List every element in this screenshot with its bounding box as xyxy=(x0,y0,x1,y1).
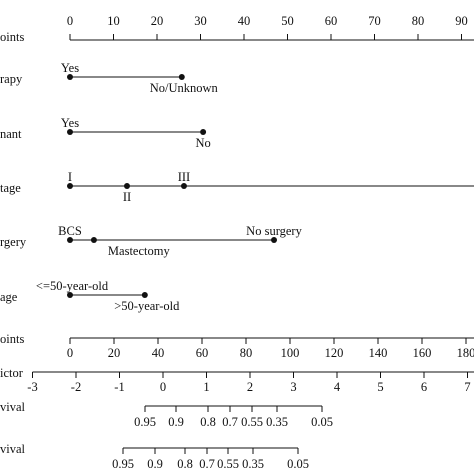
tick-label: -1 xyxy=(114,380,124,394)
row-label: ictor xyxy=(0,366,24,380)
tick-label: 30 xyxy=(194,14,207,28)
tick-label: 160 xyxy=(413,346,432,360)
level-dot xyxy=(90,237,97,243)
tick-label: 7 xyxy=(464,380,470,394)
tick-label: 0.8 xyxy=(177,457,193,471)
level-dot xyxy=(178,74,185,80)
row-label: oints xyxy=(0,332,24,346)
row-label: age xyxy=(0,290,18,304)
tick-label: 0.7 xyxy=(222,415,238,429)
row-label: oints xyxy=(0,30,24,44)
tick-label: 0.95 xyxy=(112,457,134,471)
row-label: nant xyxy=(0,127,22,141)
tick-label: 60 xyxy=(196,346,209,360)
tick-label: 80 xyxy=(240,346,253,360)
row-label: rapy xyxy=(0,72,23,86)
level-label: III xyxy=(178,170,191,184)
tick-label: 120 xyxy=(325,346,344,360)
tick-label: 0.55 xyxy=(241,415,263,429)
tick-label: 0 xyxy=(67,14,73,28)
tick-label: 100 xyxy=(281,346,300,360)
tick-label: 40 xyxy=(152,346,165,360)
level-label: II xyxy=(123,190,131,204)
tick-label: 20 xyxy=(151,14,164,28)
tick-label: 0.9 xyxy=(168,415,184,429)
tick-label: 70 xyxy=(368,14,381,28)
level-label: >50-year-old xyxy=(114,299,180,313)
level-label: I xyxy=(68,170,72,184)
tick-label: 140 xyxy=(369,346,388,360)
tick-label: 40 xyxy=(238,14,251,28)
tick-label: 50 xyxy=(281,14,294,28)
tick-label: 0.35 xyxy=(242,457,264,471)
tick-label: 0.35 xyxy=(266,415,288,429)
tick-label: 3 xyxy=(290,380,296,394)
row-label: vival xyxy=(0,400,26,414)
level-dot xyxy=(67,183,73,189)
level-dot xyxy=(200,129,207,135)
tick-label: 0.95 xyxy=(134,415,156,429)
tick-label: 0.05 xyxy=(311,415,333,429)
tick-label: 20 xyxy=(108,346,121,360)
level-label: Mastectomy xyxy=(108,244,171,258)
tick-label: 0.7 xyxy=(199,457,215,471)
tick-label: 2 xyxy=(247,380,253,394)
level-label: <=50-year-old xyxy=(36,279,109,293)
tick-label: 0.8 xyxy=(200,415,216,429)
tick-label: 4 xyxy=(334,380,341,394)
level-dot xyxy=(180,183,187,189)
level-label: No/Unknown xyxy=(150,81,219,95)
level-label: Yes xyxy=(61,61,79,75)
level-dot xyxy=(141,292,148,298)
tick-label: 6 xyxy=(421,380,427,394)
level-label: Yes xyxy=(61,116,79,130)
tick-label: 80 xyxy=(412,14,425,28)
tick-label: 5 xyxy=(377,380,383,394)
level-dot xyxy=(67,74,73,80)
row-label: vival xyxy=(0,442,26,456)
tick-label: 0.9 xyxy=(147,457,163,471)
tick-label: 1 xyxy=(203,380,209,394)
tick-label: 60 xyxy=(325,14,338,28)
tick-label: 0.55 xyxy=(217,457,239,471)
tick-label: 0.05 xyxy=(287,457,309,471)
level-dot xyxy=(67,292,73,298)
level-label: BCS xyxy=(58,224,82,238)
tick-label: 180 xyxy=(457,346,474,360)
level-label: No surgery xyxy=(246,224,302,238)
tick-label: 0 xyxy=(160,380,166,394)
level-dot xyxy=(67,129,73,135)
level-label: No xyxy=(195,136,210,150)
tick-label: 10 xyxy=(107,14,120,28)
tick-label: -2 xyxy=(71,380,81,394)
row-label: rgery xyxy=(0,235,27,249)
level-dot xyxy=(123,183,130,189)
tick-label: 0 xyxy=(67,346,73,360)
level-dot xyxy=(67,237,73,243)
row-label: tage xyxy=(0,181,21,195)
tick-label: -3 xyxy=(27,380,37,394)
tick-label: 90 xyxy=(455,14,468,28)
level-dot xyxy=(271,237,278,243)
